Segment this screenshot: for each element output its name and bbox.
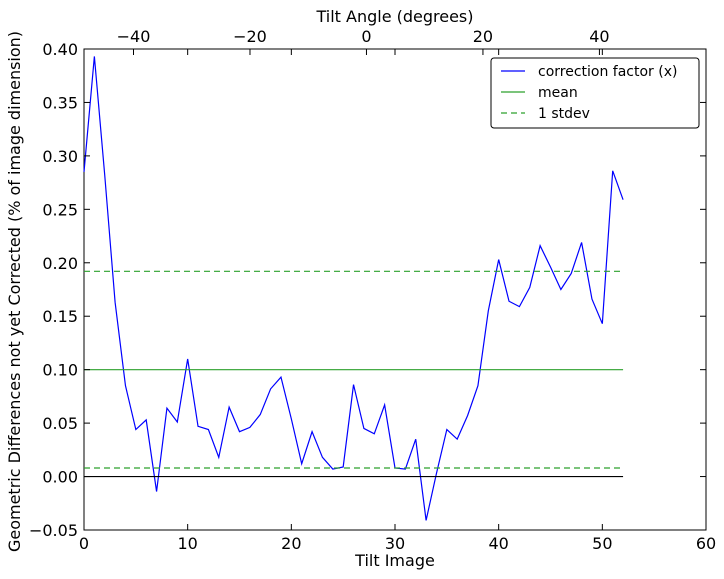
y-tick-label: 0.25 [42, 200, 78, 219]
y-axis: −0.05 0.00 0.05 0.10 0.15 0.20 0.25 0.30 0.35 0.4… [29, 40, 706, 540]
top-x-axis-label: Tilt Angle (degrees) [315, 7, 473, 26]
bottom-x-axis: 0 10 20 30 40 50 60 [79, 49, 716, 553]
y-tick-label: −0.05 [29, 521, 78, 540]
y-tick-label: 0.35 [42, 93, 78, 112]
top-tick-label: −40 [117, 27, 151, 46]
legend-label: correction factor (x) [538, 64, 677, 80]
legend-label: mean [538, 85, 578, 101]
y-tick-label: 0.10 [42, 361, 78, 380]
legend-label: 1 stdev [538, 106, 590, 122]
top-tick-label: 40 [589, 27, 609, 46]
y-tick-label: 0.20 [42, 254, 78, 273]
x-tick-label: 10 [177, 534, 197, 553]
y-axis-label: Geometric Differences not yet Corrected … [5, 31, 24, 552]
y-tick-label: 0.05 [42, 414, 78, 433]
legend: correction factor (x) mean 1 stdev [490, 57, 700, 129]
plot-area [83, 48, 707, 531]
y-tick-label: 0.30 [42, 147, 78, 166]
x-tick-label: 60 [696, 534, 716, 553]
legend-box [490, 57, 700, 129]
correction-factor-x-line [83, 56, 624, 521]
y-tick-label: 0.40 [42, 40, 78, 59]
x-tick-label: 40 [488, 534, 508, 553]
top-x-axis: −40 −20 0 20 40 [117, 27, 610, 55]
x-tick-label: 30 [385, 534, 405, 553]
series-layer [83, 56, 624, 521]
x-tick-label: 20 [281, 534, 301, 553]
top-tick-label: −20 [233, 27, 267, 46]
top-tick-label: 0 [361, 27, 371, 46]
y-tick-label: 0.15 [42, 307, 78, 326]
x-tick-label: 0 [79, 534, 89, 553]
y-tick-label: 0.00 [42, 468, 78, 487]
x-tick-label: 50 [592, 534, 612, 553]
x-axis-label: Tilt Image [354, 551, 435, 570]
top-tick-label: 20 [473, 27, 493, 46]
